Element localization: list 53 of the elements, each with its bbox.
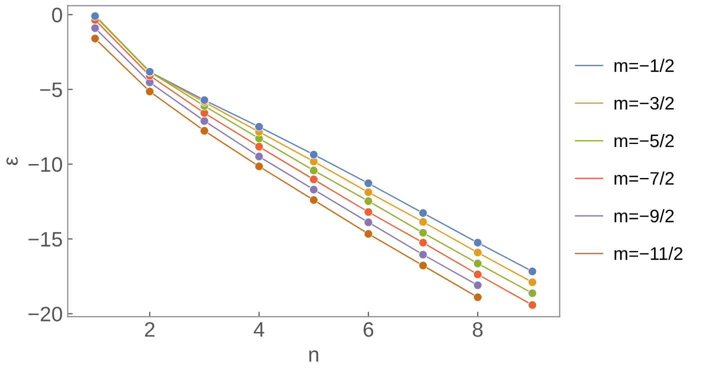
legend-label: m=−9/2 — [614, 209, 674, 222]
point — [528, 288, 537, 298]
point — [364, 218, 373, 227]
point — [254, 122, 264, 132]
point — [364, 188, 373, 197]
point — [473, 270, 482, 279]
point — [473, 280, 482, 290]
legend-label: m=−7/2 — [614, 172, 674, 185]
legend-label: m=−5/2 — [614, 134, 674, 148]
point — [418, 261, 428, 270]
point — [309, 196, 318, 204]
y-tick-label: −20 — [28, 306, 62, 322]
point — [418, 208, 428, 218]
point — [364, 229, 373, 238]
point — [254, 152, 264, 161]
point — [473, 248, 482, 257]
y-tick-label: −10 — [28, 157, 62, 172]
point — [364, 178, 373, 188]
point — [473, 292, 482, 302]
y-tick-label: 0 — [52, 8, 62, 22]
point — [418, 217, 428, 226]
point — [309, 185, 318, 194]
point — [418, 228, 428, 238]
point — [473, 259, 482, 268]
point — [528, 300, 537, 310]
point — [145, 87, 154, 96]
y-tick-label: −15 — [28, 232, 62, 247]
point — [254, 142, 264, 152]
point — [90, 24, 100, 33]
point — [309, 174, 318, 184]
point — [254, 162, 264, 171]
legend-label: m=−3/2 — [614, 96, 674, 110]
point — [473, 238, 482, 248]
x-tick-label: 2 — [144, 322, 154, 337]
point — [90, 34, 100, 43]
point — [200, 116, 209, 126]
point — [309, 166, 318, 175]
legend-label: m=−1/2 — [614, 58, 674, 72]
point — [364, 196, 373, 206]
x-axis-title: n — [309, 350, 318, 362]
point — [418, 238, 428, 248]
point — [309, 150, 318, 160]
point — [528, 266, 537, 276]
x-tick-label: 6 — [364, 322, 374, 337]
point — [528, 278, 537, 287]
point — [200, 126, 209, 136]
legend-label: m=−11/2 — [614, 246, 682, 260]
x-tick-label: 8 — [472, 322, 483, 337]
y-tick-label: −5 — [40, 82, 62, 98]
point — [418, 250, 428, 260]
point — [364, 208, 373, 216]
y-axis-title: ε — [6, 156, 18, 166]
x-tick-label: 4 — [254, 322, 264, 337]
